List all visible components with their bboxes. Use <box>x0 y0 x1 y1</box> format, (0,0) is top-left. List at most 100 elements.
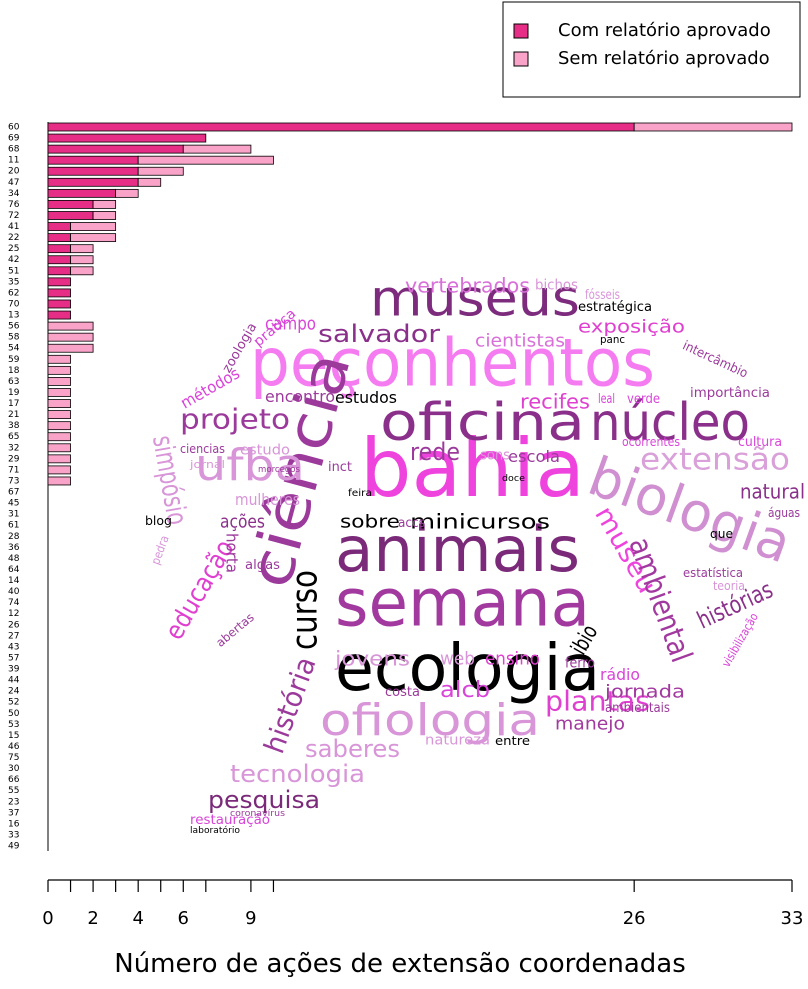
y-tick-label: 69 <box>8 134 20 144</box>
y-tick-label: 19 <box>8 388 20 398</box>
y-tick-label: 32 <box>8 443 19 453</box>
bar-segment <box>47 476 71 486</box>
legend-box <box>502 1 801 98</box>
bar-segment <box>70 255 94 265</box>
bar-segment <box>47 288 71 298</box>
bar-segment <box>47 133 207 143</box>
y-tick-label: 18 <box>8 366 20 376</box>
y-tick-label: 31 <box>8 510 19 520</box>
word: recifes <box>520 389 590 413</box>
word: ecologia <box>335 632 600 706</box>
word: bahia <box>360 422 585 515</box>
word: estudos <box>335 388 397 407</box>
y-tick-label: 66 <box>8 775 20 785</box>
y-tick-label: 30 <box>8 764 20 774</box>
bar-segment <box>115 188 139 198</box>
y-tick-label: 48 <box>8 554 20 564</box>
word: curso <box>285 570 326 650</box>
word: minicursos <box>410 509 550 533</box>
word: estudo <box>240 442 290 458</box>
word: pesquisa <box>208 786 320 814</box>
word: web <box>440 649 475 670</box>
y-tick-label: 24 <box>8 687 20 697</box>
y-tick-label: 52 <box>8 698 19 708</box>
y-tick-label: 49 <box>8 842 20 852</box>
legend-swatch <box>513 51 529 67</box>
y-tick-label: 68 <box>8 145 20 155</box>
y-tick-label: 70 <box>8 299 20 309</box>
word: cientistas <box>475 331 565 352</box>
y-tick-label: 40 <box>8 587 20 597</box>
word: plantas <box>545 684 650 717</box>
word: campo <box>265 314 316 335</box>
word: jovens <box>334 646 410 670</box>
bar-segment <box>633 122 793 132</box>
y-tick-label: 45 <box>8 499 19 509</box>
bar-segment <box>47 299 71 309</box>
bar-segment <box>182 144 252 154</box>
y-tick-label: 75 <box>8 753 19 763</box>
bar-segment <box>47 399 71 408</box>
y-tick-label: 60 <box>8 123 20 133</box>
y-tick-label: 62 <box>8 288 19 298</box>
word: escola <box>508 447 560 466</box>
bar-segment <box>47 188 117 198</box>
word: bichos <box>535 277 578 293</box>
bar-segment <box>47 122 635 132</box>
word: teoria <box>713 579 745 593</box>
y-tick-label: 53 <box>8 720 19 730</box>
word: ensino <box>485 649 540 670</box>
word: salvador <box>318 320 440 348</box>
x-tick-label: 4 <box>132 908 143 929</box>
word: laboratório <box>190 825 240 836</box>
bar-segment <box>70 233 117 243</box>
word: ações <box>220 512 265 533</box>
word: leal <box>598 392 615 407</box>
y-tick-label: 29 <box>8 454 20 464</box>
word: abertas <box>213 610 256 650</box>
word: tecnologia <box>230 760 365 788</box>
y-tick-label: 37 <box>8 808 19 818</box>
y-tick-label: 12 <box>8 609 19 619</box>
bar-segment <box>47 200 94 209</box>
legend-swatch <box>513 23 529 39</box>
y-tick-label: 20 <box>8 167 20 177</box>
word: sons <box>480 447 510 463</box>
word: estratégica <box>578 300 652 315</box>
word: intercâmbio <box>680 338 750 381</box>
bar-segment <box>47 332 94 342</box>
y-tick-label: 64 <box>8 565 20 575</box>
bar-segment <box>47 233 71 243</box>
word: sobre <box>340 512 400 533</box>
x-tick-label: 0 <box>42 908 53 929</box>
y-tick-label: 61 <box>8 521 19 531</box>
x-tick-label: 26 <box>623 908 646 929</box>
word: ofiologia <box>320 695 540 746</box>
y-tick-label: 63 <box>8 377 19 387</box>
y-tick-label: 15 <box>8 731 19 741</box>
bar-segment <box>70 266 94 276</box>
word: vertebrados <box>405 273 530 297</box>
y-tick-label: 34 <box>8 189 20 199</box>
word: cultura <box>738 435 782 450</box>
bar-segment <box>92 200 117 209</box>
word: projeto <box>180 402 290 435</box>
y-tick-label: 13 <box>8 311 19 321</box>
word: algas <box>245 558 280 573</box>
y-tick-label: 46 <box>8 742 20 752</box>
word: natureza <box>425 732 490 748</box>
bar-segment <box>47 343 94 353</box>
word: ocorrentes <box>622 435 680 449</box>
y-tick-label: 25 <box>8 244 19 254</box>
bar-segment <box>47 443 71 453</box>
x-axis-title: Número de ações de extensão coordenadas <box>114 949 686 979</box>
bar-segment <box>47 222 71 231</box>
word: museus <box>370 270 580 328</box>
bar-segment <box>47 465 71 475</box>
word: doce <box>502 474 525 484</box>
word: estatística <box>683 566 743 580</box>
y-tick-label: 51 <box>8 266 19 276</box>
y-tick-label: 76 <box>8 200 20 210</box>
y-tick-label: 54 <box>8 344 20 354</box>
